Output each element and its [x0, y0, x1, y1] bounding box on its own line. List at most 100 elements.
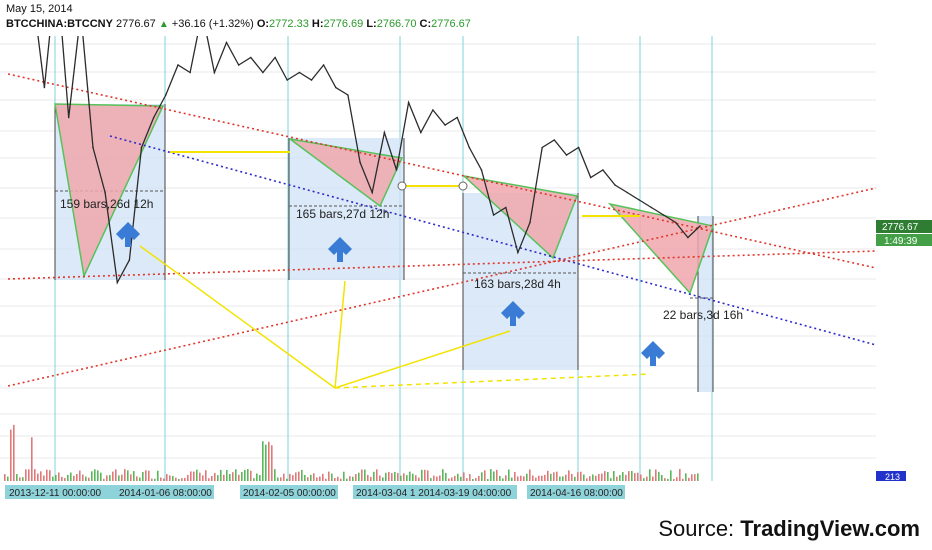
volume-bar	[664, 478, 666, 481]
volume-bar	[46, 469, 48, 481]
volume-bar	[211, 476, 213, 481]
volume-bar	[370, 476, 372, 481]
x-tick-bg	[353, 485, 517, 499]
volume-bar	[37, 473, 39, 481]
volume-bar	[379, 475, 381, 481]
volume-bar	[532, 475, 534, 481]
arrows	[116, 222, 665, 366]
volume-bar	[667, 478, 669, 481]
volume-bar	[418, 477, 420, 481]
volume-bar	[304, 475, 306, 481]
volume-bar	[613, 471, 615, 481]
price-point	[213, 71, 216, 74]
volume-bar	[652, 476, 654, 481]
volume-bar	[394, 471, 396, 481]
volume-bar	[325, 478, 327, 481]
measure-labels: 159 bars,26d 12h 165 bars,27d 12h 163 ba…	[60, 197, 743, 322]
volume-bar	[406, 475, 408, 481]
volume-bar	[286, 478, 288, 481]
volume-bar	[430, 478, 432, 481]
volume-bar	[526, 473, 528, 481]
x-tick-bg	[527, 485, 625, 499]
price-point	[250, 56, 252, 59]
volume-bar	[442, 469, 444, 481]
uptrend-line	[7, 187, 877, 387]
volume-bar	[508, 469, 510, 481]
volume-bar	[358, 472, 360, 481]
price-point	[602, 169, 604, 171]
volume-bars	[4, 424, 699, 481]
volume-bar	[577, 472, 579, 481]
volume-bar	[421, 469, 423, 481]
volume-bar	[397, 472, 399, 481]
volume-bar	[187, 474, 189, 481]
volume-bar	[79, 470, 81, 481]
volume-bar	[322, 473, 324, 481]
chart-date: May 15, 2014	[6, 3, 73, 15]
volume-bar	[82, 474, 84, 481]
price-point	[432, 109, 434, 111]
price-point	[43, 86, 46, 89]
volume-bar	[106, 475, 108, 481]
volume-bar	[40, 471, 42, 481]
volume-bar	[199, 472, 201, 481]
price-point	[480, 169, 483, 171]
price-point	[310, 79, 313, 81]
volume-bar	[589, 476, 591, 481]
volume-bar	[181, 478, 183, 481]
price-point	[407, 101, 410, 104]
volume-bar	[451, 477, 453, 481]
volume-bar	[310, 474, 312, 481]
volume-bar	[619, 475, 621, 481]
volume-bar	[316, 477, 318, 481]
measure-box-edges	[54, 104, 714, 392]
volume-bar	[547, 470, 549, 481]
volume-bar	[571, 474, 573, 481]
price-point	[274, 56, 276, 59]
volume-bar	[265, 444, 267, 481]
up-arrow-icon	[501, 301, 525, 326]
volume-bar	[694, 474, 696, 481]
price-point	[614, 184, 616, 186]
measure-label-2: 165 bars,27d 12h	[296, 207, 389, 221]
volume-bar	[10, 429, 12, 481]
volume-bar	[73, 475, 75, 481]
symbol-label: BTCCHINA:BTCCNY	[6, 18, 113, 30]
price-point	[456, 116, 459, 119]
volume-bar	[64, 478, 66, 481]
volume-bar	[190, 471, 192, 481]
volume-bar	[655, 469, 657, 481]
volume-bar	[688, 477, 690, 481]
support-line	[109, 135, 877, 346]
countdown-tag-text: 1:49:39	[884, 236, 918, 247]
volume-bar	[616, 476, 618, 481]
x-tick-label: 2013-12-11 00:00:00	[9, 488, 102, 499]
volume-bar	[691, 474, 693, 481]
price-point	[262, 71, 264, 74]
price-point	[189, 71, 191, 74]
volume-bar	[280, 477, 282, 481]
volume-bar	[214, 473, 216, 481]
volume-bar	[7, 476, 9, 481]
volume-bar	[127, 470, 129, 481]
volume-bar	[505, 475, 507, 481]
volume-bar	[478, 475, 480, 481]
price-point	[529, 221, 531, 224]
volume-bar	[556, 471, 558, 481]
volume-bar	[124, 469, 126, 481]
volume-bar	[352, 476, 354, 481]
volume-bar	[262, 441, 264, 481]
volume-bar	[307, 477, 309, 481]
volume-bar	[427, 470, 429, 481]
volume-bar	[103, 478, 105, 481]
price-change: +36.16 (+1.32%)	[171, 18, 254, 30]
price-point	[517, 251, 519, 254]
x-tick-label: 2014-01-06 08:00:00	[119, 488, 212, 499]
volume-bar	[625, 474, 627, 481]
volume-bar	[412, 473, 414, 481]
volume-bar	[373, 471, 375, 481]
volume-bar	[460, 476, 462, 481]
price-point	[286, 79, 289, 81]
volume-tag-text: 213	[885, 472, 900, 482]
volume-bar	[205, 470, 207, 481]
